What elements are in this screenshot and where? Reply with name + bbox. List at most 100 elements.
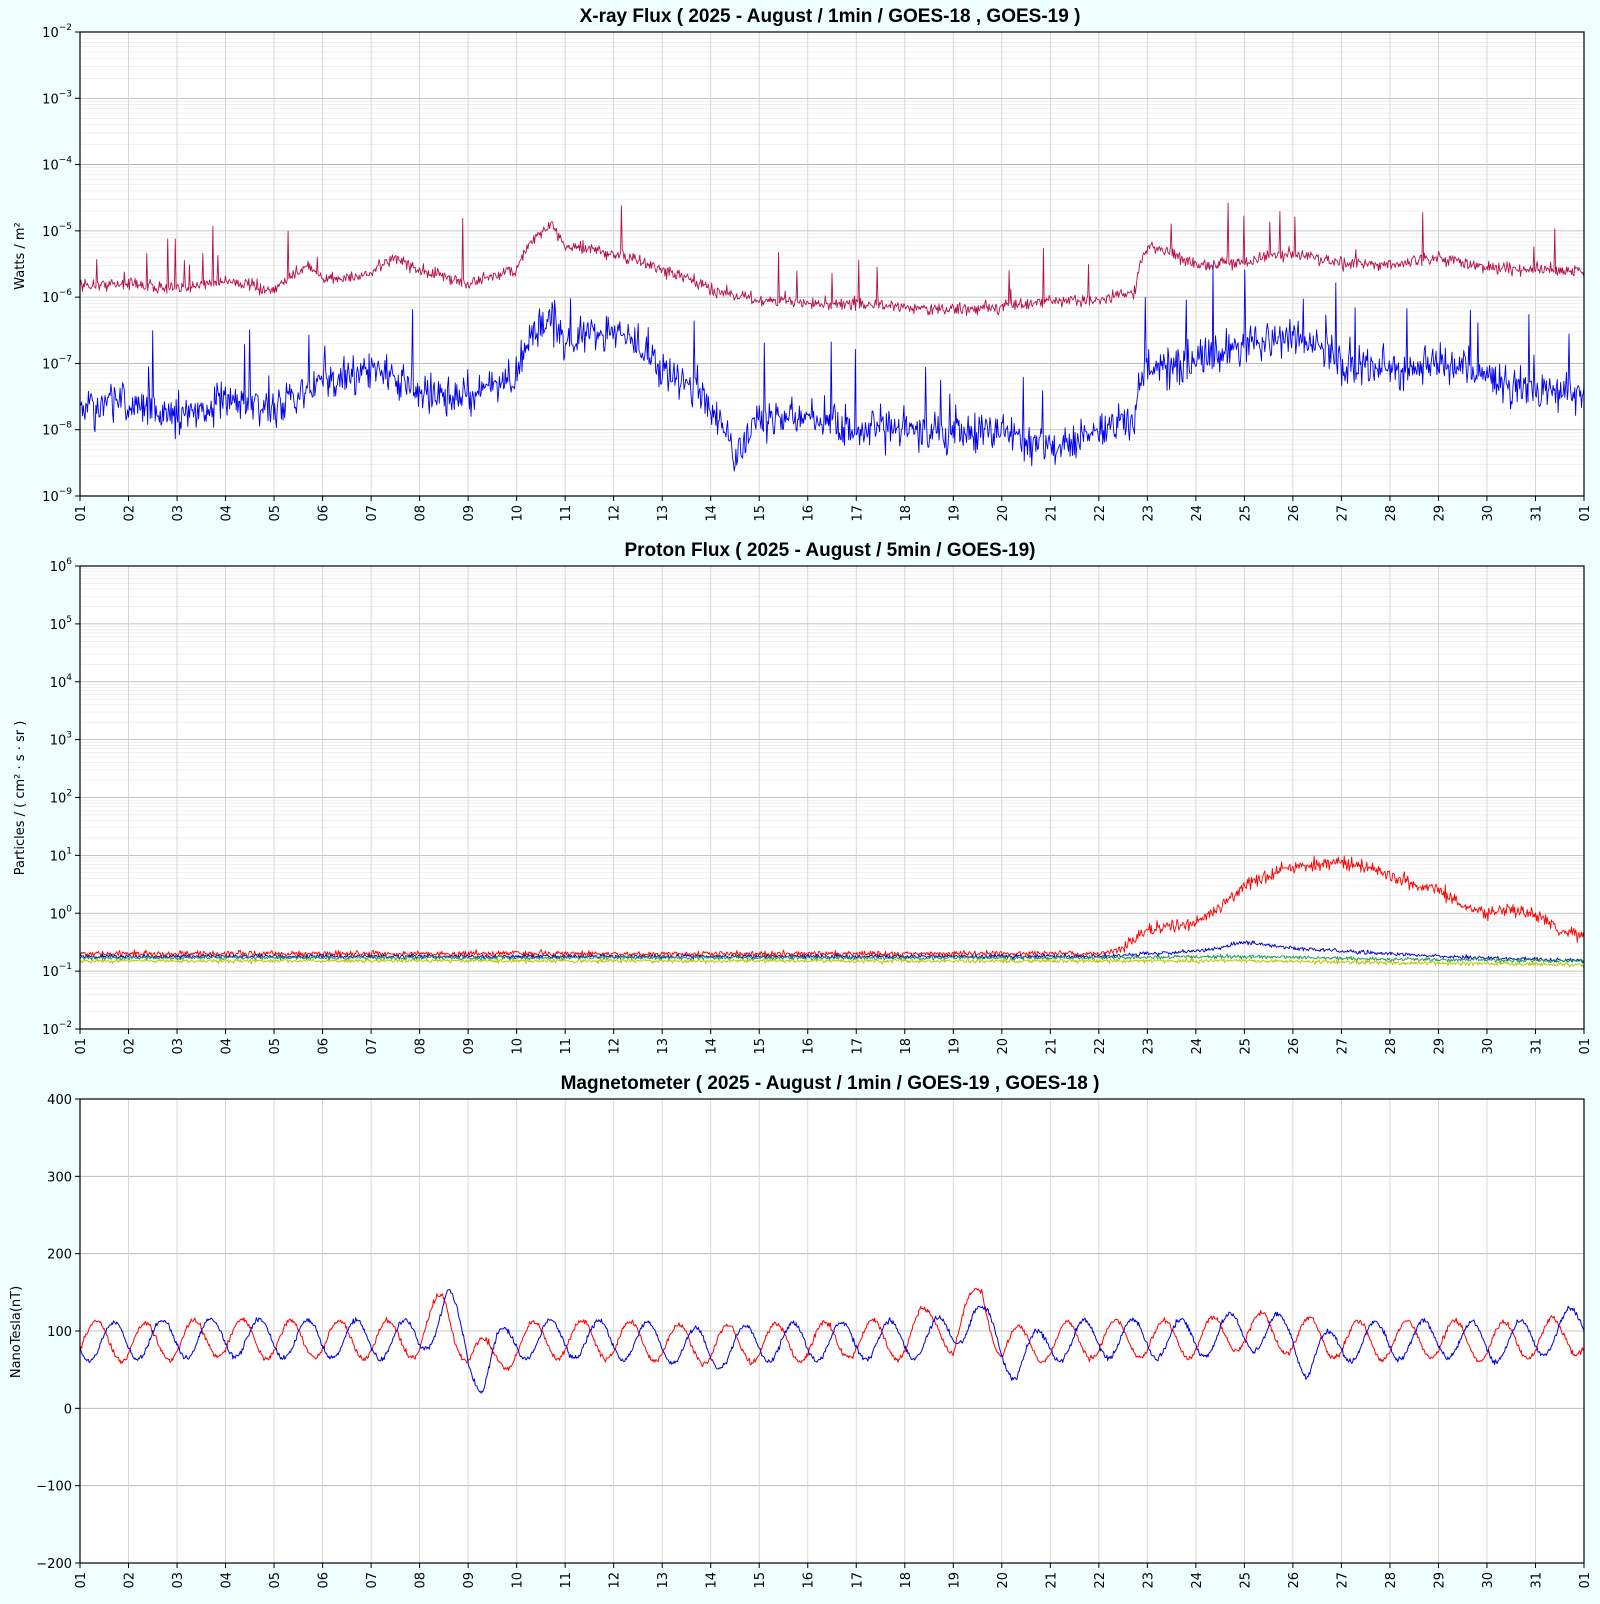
- xray-flux-xtick-label: 24: [1190, 505, 1205, 522]
- magnetometer-xtick-label: 17: [850, 1572, 865, 1589]
- xray-flux-xtick-label: 01: [74, 505, 89, 522]
- xray-flux-xtick-label: 22: [1093, 505, 1108, 522]
- proton-flux-xtick-label: 27: [1335, 1038, 1350, 1055]
- proton-flux-xtick-label: 12: [608, 1038, 623, 1055]
- proton-flux-ytick-label: 104: [50, 673, 73, 691]
- proton-flux-ytick-label: 106: [50, 557, 73, 575]
- proton-flux-xtick-label: 08: [414, 1038, 429, 1055]
- magnetometer-xtick-label: 05: [268, 1572, 283, 1589]
- xray-flux-xtick-label: 15: [753, 505, 768, 522]
- xray-flux-xtick-label: 25: [1238, 505, 1253, 522]
- xray-flux-xtick-label: 02: [123, 505, 138, 522]
- magnetometer-xtick-label: 18: [899, 1572, 914, 1589]
- xray-flux-series-group: [79, 202, 1585, 472]
- proton-flux-ytick-label: 103: [50, 731, 72, 749]
- proton-flux-ytick-label: 101: [50, 846, 72, 864]
- proton-flux-xtick-label: 24: [1190, 1038, 1205, 1055]
- xray-flux-xtick-label: 05: [268, 505, 283, 522]
- magnetometer-xtick-label: 01: [1578, 1572, 1593, 1589]
- proton-flux-ylabel: Particles / ( cm² · s · sr ): [13, 721, 28, 876]
- xray-flux-xtick-label: 20: [996, 505, 1011, 522]
- proton-flux-xtick-label: 17: [850, 1038, 865, 1055]
- proton-flux-xtick-label: 30: [1481, 1038, 1496, 1055]
- proton-flux-grid: [79, 565, 1585, 1030]
- xray-flux-xtick-label: 23: [1141, 505, 1156, 522]
- xray-flux-series-2-line: [79, 264, 1585, 472]
- proton-flux-xtick-label: 22: [1093, 1038, 1108, 1055]
- proton-flux-xtick-label: 25: [1238, 1038, 1253, 1055]
- magnetometer-xtick-label: 26: [1287, 1572, 1302, 1589]
- magnetometer-xtick-label: 08: [414, 1572, 429, 1589]
- magnetometer-xtick-label: 30: [1481, 1572, 1496, 1589]
- proton-flux-xtick-label: 04: [220, 1038, 235, 1055]
- xray-flux-xtick-label: 14: [705, 505, 720, 522]
- magnetometer-ytick-label: 0: [64, 1402, 72, 1417]
- magnetometer-xtick-label: 09: [462, 1572, 477, 1589]
- proton-flux-xtick-label: 06: [317, 1038, 332, 1055]
- proton-flux-xtick-label: 23: [1141, 1038, 1156, 1055]
- proton-flux-xtick-label: 03: [171, 1038, 186, 1055]
- xray-flux-ylabel: Watts / m²: [13, 222, 28, 289]
- xray-flux-panel: X-ray Flux ( 2025 - August / 1min / GOES…: [13, 6, 1593, 522]
- magnetometer-xtick-label: 06: [317, 1572, 332, 1589]
- magnetometer-xtick-label: 29: [1432, 1572, 1447, 1589]
- magnetometer-xtick-label: 10: [511, 1572, 526, 1589]
- magnetometer-ytick-label: 100: [47, 1325, 72, 1340]
- xray-flux-ytick-label: 10−7: [42, 354, 72, 372]
- proton-flux-xtick-label: 13: [656, 1038, 671, 1055]
- proton-flux-series-2-line: [79, 940, 1585, 964]
- magnetometer-xtick-label: 31: [1529, 1572, 1544, 1589]
- magnetometer-xtick-label: 24: [1190, 1572, 1205, 1589]
- proton-flux-xtick-label: 14: [705, 1038, 720, 1055]
- xray-flux-ytick-label: 10−5: [42, 222, 72, 240]
- magnetometer-xtick-label: 21: [1044, 1572, 1059, 1589]
- proton-flux-xtick-label: 28: [1384, 1038, 1399, 1055]
- proton-flux-xtick-label: 29: [1432, 1038, 1447, 1055]
- magnetometer-xtick-label: 25: [1238, 1572, 1253, 1589]
- xray-flux-xtick-label: 10: [511, 505, 526, 522]
- magnetometer-series-2-line: [79, 1289, 1585, 1394]
- xray-flux-xtick-label: 19: [947, 505, 962, 522]
- xray-flux-xtick-label: 01: [1578, 505, 1593, 522]
- proton-flux-xtick-label: 01: [1578, 1038, 1593, 1055]
- magnetometer-xtick-label: 02: [123, 1572, 138, 1589]
- xray-flux-ytick-label: 10−4: [42, 156, 72, 174]
- xray-flux-xtick-label: 13: [656, 505, 671, 522]
- proton-flux-xtick-label: 26: [1287, 1038, 1302, 1055]
- xray-flux-xtick-label: 28: [1384, 505, 1399, 522]
- proton-flux-xtick-label: 11: [559, 1038, 574, 1055]
- magnetometer-grid: [79, 1098, 1585, 1564]
- xray-flux-title: X-ray Flux ( 2025 - August / 1min / GOES…: [580, 6, 1081, 27]
- magnetometer-ytick-label: −200: [36, 1557, 72, 1572]
- proton-flux-series-4-line: [79, 957, 1585, 968]
- magnetometer-ytick-label: 400: [47, 1093, 72, 1108]
- xray-flux-xtick-label: 21: [1044, 505, 1059, 522]
- magnetometer-series-1-line: [79, 1287, 1585, 1371]
- proton-flux-ytick-label: 102: [50, 789, 72, 807]
- xray-flux-xtick-label: 09: [462, 505, 477, 522]
- proton-flux-xtick-label: 07: [365, 1038, 380, 1055]
- proton-flux-ytick-label: 10−2: [42, 1020, 72, 1038]
- magnetometer-xtick-label: 12: [608, 1572, 623, 1589]
- magnetometer-xtick-label: 27: [1335, 1572, 1350, 1589]
- proton-flux-xtick-label: 21: [1044, 1038, 1059, 1055]
- proton-flux-ytick-label: 105: [50, 615, 72, 633]
- xray-flux-axes-frame: [79, 31, 1585, 497]
- magnetometer-xtick-label: 03: [171, 1572, 186, 1589]
- xray-flux-ytick-label: 10−8: [42, 421, 72, 439]
- proton-flux-xtick-label: 05: [268, 1038, 283, 1055]
- xray-flux-series-1-line: [79, 202, 1585, 316]
- magnetometer-xtick-label: 28: [1384, 1572, 1399, 1589]
- xray-flux-ytick-label: 10−2: [42, 23, 72, 41]
- magnetometer-xtick-label: 16: [802, 1572, 817, 1589]
- magnetometer-xtick-label: 14: [705, 1572, 720, 1589]
- magnetometer-xtick-label: 22: [1093, 1572, 1108, 1589]
- xray-flux-ytick-label: 10−3: [42, 89, 72, 107]
- proton-flux-ytick-label: 10−1: [42, 962, 72, 980]
- xray-flux-xtick-label: 16: [802, 505, 817, 522]
- proton-flux-xtick-label: 16: [802, 1038, 817, 1055]
- magnetometer-ytick-label: 200: [47, 1248, 72, 1263]
- xray-flux-xtick-label: 30: [1481, 505, 1496, 522]
- proton-flux-xtick-label: 31: [1529, 1038, 1544, 1055]
